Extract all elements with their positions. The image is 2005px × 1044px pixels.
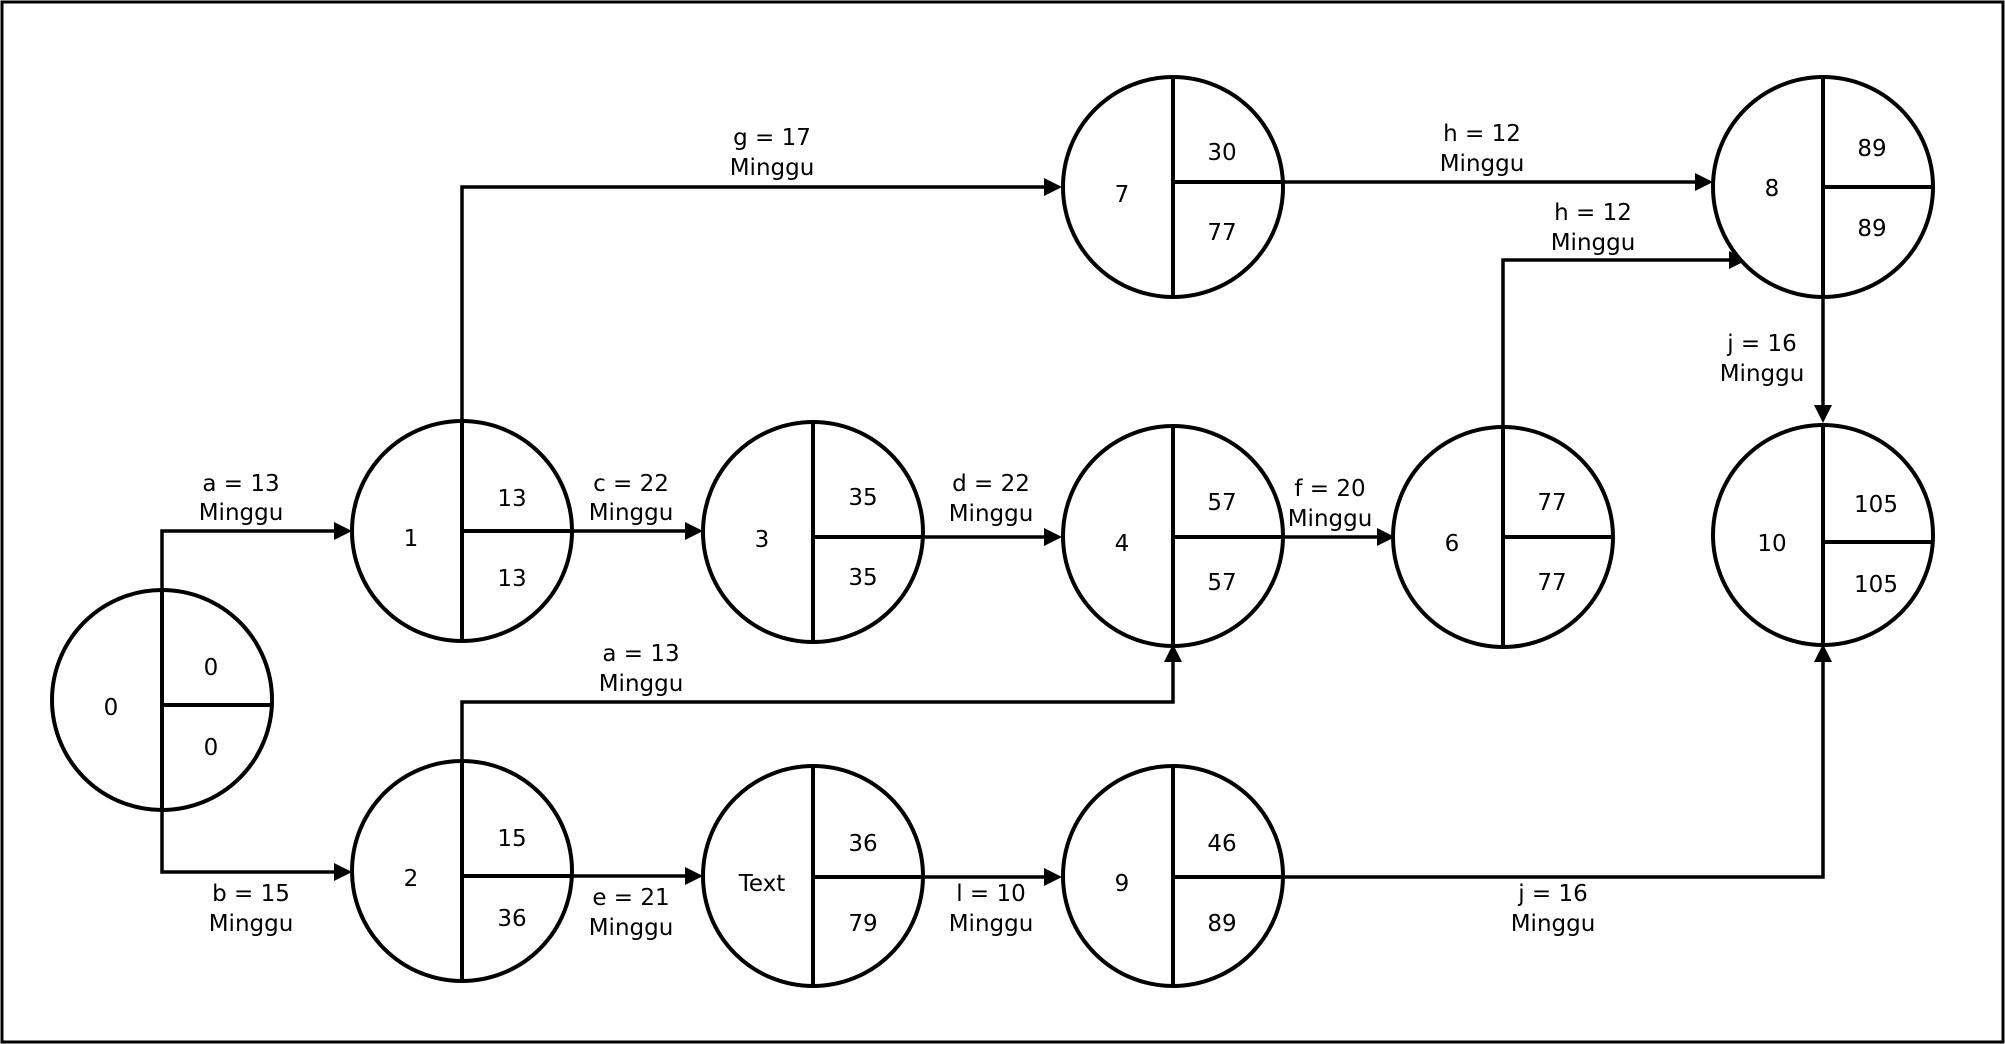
node-4-label: 4 (1115, 531, 1130, 557)
node-8-label: 8 (1765, 176, 1780, 202)
node-7: 7 30 77 (1061, 75, 1285, 299)
edge-label-1-3-unit: Minggu (589, 500, 674, 526)
node-6: 6 77 77 (1391, 425, 1615, 649)
edge-label-4-6-unit: Minggu (1288, 506, 1373, 532)
edge-label-2-4-name: a = 13 (602, 641, 679, 667)
edge-label-text-9-unit: Minggu (949, 911, 1034, 937)
edge-label-3-4-name: d = 22 (952, 471, 1030, 497)
edge-0-2 (160, 810, 337, 874)
node-9-latest: 89 (1207, 911, 1236, 937)
arrowhead-7-8 (1695, 173, 1713, 191)
edge-0-1 (160, 529, 337, 600)
edge-label-1-7-name: g = 17 (733, 125, 811, 151)
arrowhead-6-8 (1729, 251, 1747, 269)
node-2-earliest: 15 (497, 826, 526, 852)
node-3-label: 3 (755, 527, 770, 553)
edge-label-2-4-unit: Minggu (599, 671, 684, 697)
node-1-earliest: 13 (497, 486, 526, 512)
edge-label-6-8-unit: Minggu (1551, 230, 1636, 256)
edge-label-9-10-name: j = 16 (1517, 881, 1588, 907)
arrowhead-1-3 (685, 522, 703, 540)
edge-6-8 (1501, 258, 1732, 427)
arrowhead-4-6 (1377, 528, 1395, 546)
node-6-latest: 77 (1537, 570, 1566, 596)
edge-label-1-3-name: c = 22 (593, 471, 669, 497)
node-1-latest: 13 (497, 566, 526, 592)
node-3-latest: 35 (848, 565, 877, 591)
node-8: 8 89 89 (1711, 75, 1935, 299)
arrowhead-0-2 (334, 863, 352, 881)
node-text-latest: 79 (848, 911, 877, 937)
node-1-label: 1 (404, 526, 419, 552)
arrowhead-2-text (685, 867, 703, 885)
node-4: 4 57 57 (1061, 424, 1285, 648)
edge-label-0-1-unit: Minggu (199, 500, 284, 526)
node-2-latest: 36 (497, 906, 526, 932)
arrowhead-3-4 (1044, 528, 1062, 546)
node-10-earliest: 105 (1854, 492, 1898, 518)
node-6-label: 6 (1445, 531, 1460, 557)
edge-2-4 (460, 659, 1175, 761)
edge-label-0-2-unit: Minggu (209, 911, 294, 937)
node-7-latest: 77 (1207, 220, 1236, 246)
edge-label-9-10-unit: Minggu (1511, 911, 1596, 937)
edge-label-4-6-name: f = 20 (1294, 476, 1365, 502)
edge-label-0-1-name: a = 13 (202, 471, 279, 497)
node-9-earliest: 46 (1207, 831, 1236, 857)
edge-label-text-9-name: l = 10 (956, 881, 1026, 907)
node-text: Text 36 79 (701, 764, 925, 988)
edge-9-10 (1173, 659, 1825, 879)
node-3-earliest: 35 (848, 485, 877, 511)
edge-label-layer: a = 13 Minggu b = 15 Minggu g = 17 Mingg… (199, 121, 1805, 941)
node-8-latest: 89 (1857, 216, 1886, 242)
node-0-label: 0 (104, 695, 119, 721)
edge-label-0-2-name: b = 15 (212, 881, 290, 907)
arrowhead-text-9 (1044, 868, 1062, 886)
node-layer: 0 0 0 1 13 13 2 15 36 3 35 (50, 75, 1935, 988)
edge-label-1-7-unit: Minggu (730, 155, 815, 181)
node-1: 1 13 13 (350, 419, 574, 643)
node-0-latest: 0 (204, 735, 219, 761)
arrowhead-2-4 (1164, 644, 1182, 662)
node-7-earliest: 30 (1207, 140, 1236, 166)
node-7-label: 7 (1115, 182, 1130, 208)
node-0-earliest: 0 (204, 655, 219, 681)
edge-1-7 (460, 185, 1047, 421)
node-2: 2 15 36 (350, 759, 574, 983)
edge-label-7-8-name: h = 12 (1443, 121, 1521, 147)
arrowhead-0-1 (334, 522, 352, 540)
node-0: 0 0 0 (50, 588, 274, 812)
arrowhead-9-10 (1814, 644, 1832, 662)
node-text-label: Text (738, 871, 786, 897)
edge-label-2-text-name: e = 21 (592, 885, 669, 911)
node-4-earliest: 57 (1207, 490, 1236, 516)
arrowhead-8-10 (1814, 405, 1832, 423)
node-10: 10 105 105 (1711, 423, 1935, 647)
edge-label-7-8-unit: Minggu (1440, 151, 1525, 177)
node-9: 9 46 89 (1061, 764, 1285, 988)
node-text-earliest: 36 (848, 831, 877, 857)
node-8-earliest: 89 (1857, 136, 1886, 162)
edge-label-6-8-name: h = 12 (1554, 200, 1632, 226)
edge-label-8-10-unit: Minggu (1720, 361, 1805, 387)
node-6-earliest: 77 (1537, 490, 1566, 516)
edge-label-3-4-unit: Minggu (949, 501, 1034, 527)
node-4-latest: 57 (1207, 570, 1236, 596)
edge-label-2-text-unit: Minggu (589, 915, 674, 941)
node-10-latest: 105 (1854, 572, 1898, 598)
arrowhead-1-7 (1044, 178, 1062, 196)
node-3: 3 35 35 (701, 420, 925, 644)
edge-label-8-10-name: j = 16 (1726, 331, 1797, 357)
node-2-label: 2 (404, 866, 419, 892)
node-10-label: 10 (1757, 531, 1786, 557)
node-9-label: 9 (1115, 871, 1130, 897)
